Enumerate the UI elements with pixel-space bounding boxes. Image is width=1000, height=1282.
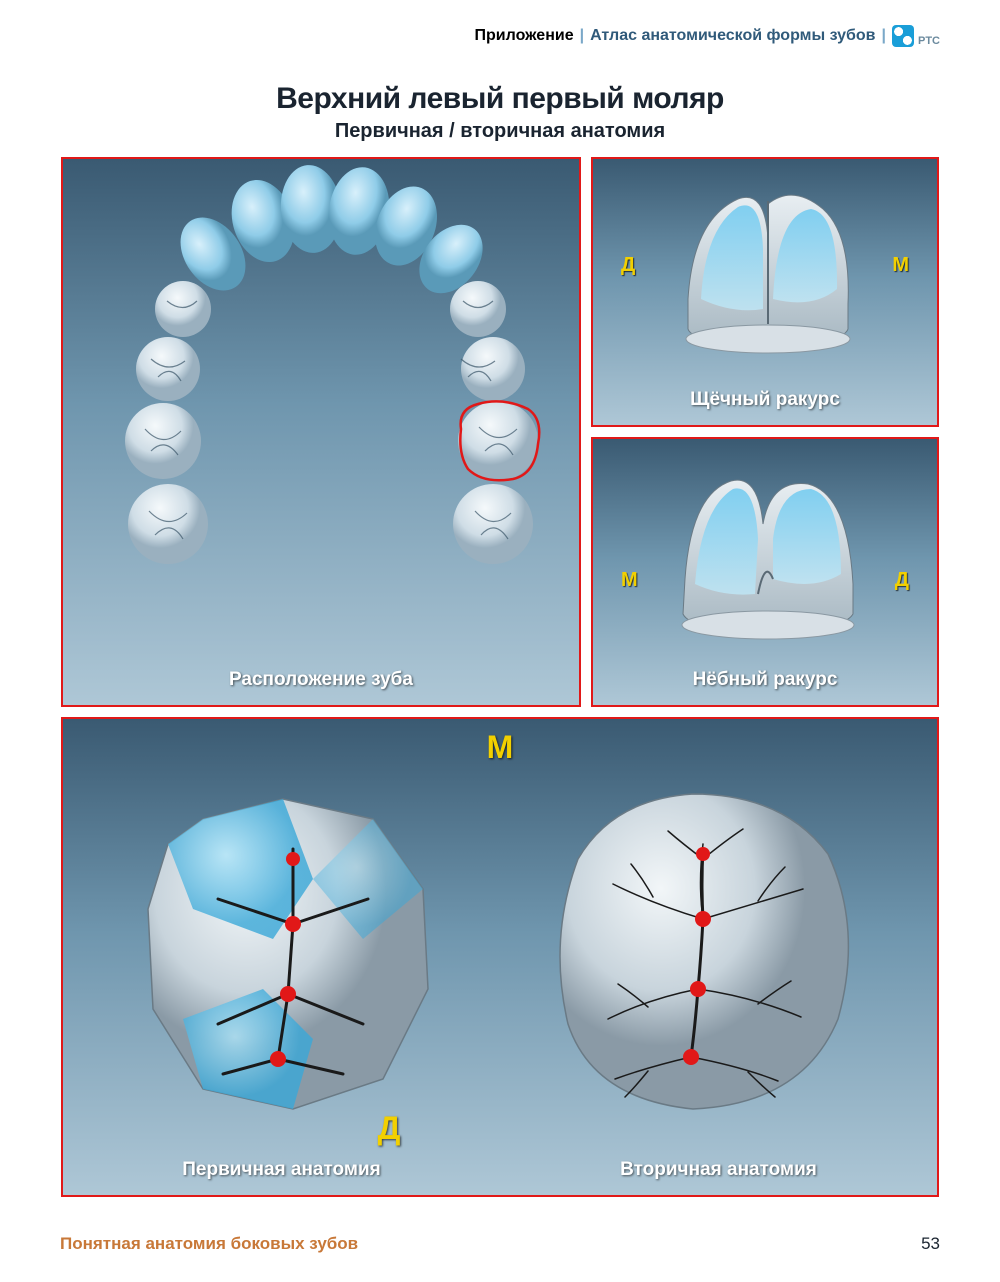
dental-arch-illustration bbox=[63, 159, 581, 707]
page-subtitle: Первичная / вторичная анатомия bbox=[60, 120, 940, 143]
panel-tooth-location: Расположение зуба bbox=[61, 157, 581, 707]
panel-caption: Расположение зуба bbox=[63, 669, 579, 691]
mesial-label-top: М bbox=[487, 729, 514, 766]
header-separator: | bbox=[580, 27, 584, 45]
distal-label: Д bbox=[895, 569, 909, 592]
header-section-a: Приложение bbox=[475, 27, 574, 45]
distal-label: Д bbox=[621, 254, 635, 277]
panel-caption: Щёчный ракурс bbox=[593, 389, 937, 411]
distal-label-bottom: Д bbox=[378, 1110, 401, 1147]
page-title: Верхний левый первый моляр bbox=[60, 82, 940, 116]
header-separator-2: | bbox=[882, 27, 886, 45]
buccal-tooth-illustration bbox=[593, 159, 939, 427]
mesial-label: М bbox=[892, 254, 909, 277]
palatal-tooth-illustration bbox=[593, 439, 939, 707]
panel-buccal-view: Д М Щёчный ракурс bbox=[591, 157, 939, 427]
publisher-logo-icon bbox=[892, 25, 914, 47]
figure-grid: Расположение зуба Д М Щёчный ракурс bbox=[60, 157, 940, 707]
panel-caption: Нёбный ракурс bbox=[593, 669, 937, 691]
mesial-label: М bbox=[621, 569, 638, 592]
occlusal-anatomy-illustration bbox=[63, 719, 939, 1197]
panel-anatomy-comparison: М Д Первичная анатомия Вторичная анатоми… bbox=[61, 717, 939, 1197]
primary-anatomy-caption: Первичная анатомия bbox=[63, 1159, 500, 1181]
secondary-anatomy-caption: Вторичная анатомия bbox=[500, 1159, 937, 1181]
header-section-b: Атлас анатомической формы зубов bbox=[590, 27, 875, 45]
page-header: Приложение | Атлас анатомической формы з… bbox=[60, 25, 940, 47]
footer-page-number: 53 bbox=[921, 1234, 940, 1254]
page-footer: Понятная анатомия боковых зубов 53 bbox=[60, 1234, 940, 1254]
footer-book-title: Понятная анатомия боковых зубов bbox=[60, 1234, 358, 1254]
publisher-logo-text: PTC bbox=[918, 35, 940, 47]
panel-palatal-view: М Д Нёбный ракурс bbox=[591, 437, 939, 707]
